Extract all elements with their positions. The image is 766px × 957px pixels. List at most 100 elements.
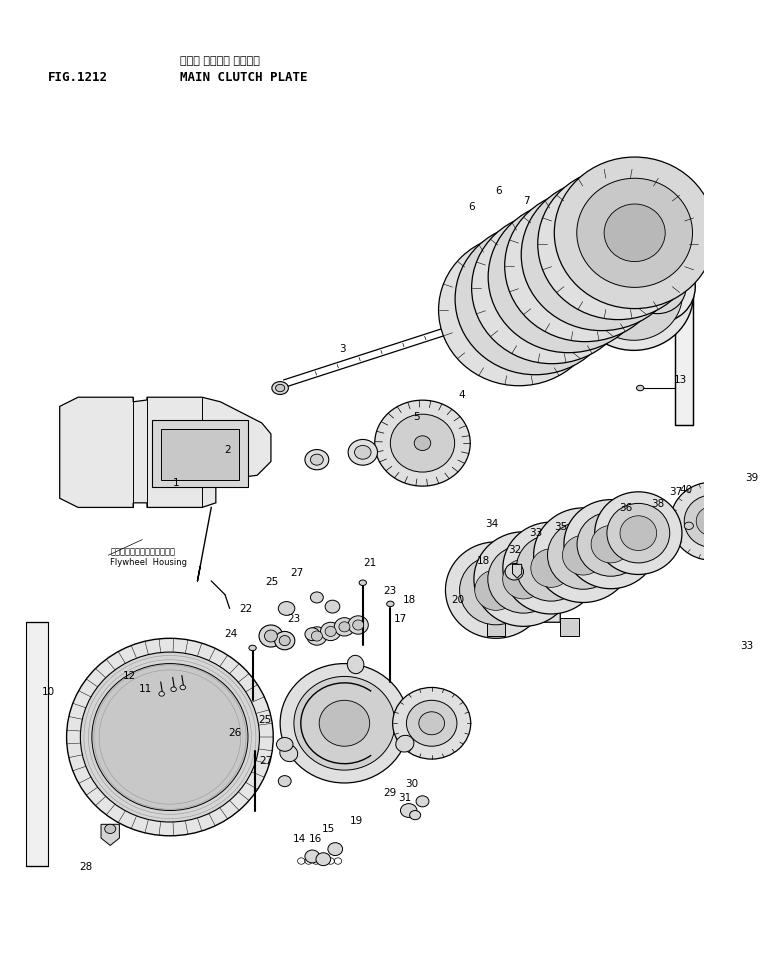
Ellipse shape xyxy=(585,249,683,341)
Text: 27: 27 xyxy=(290,568,303,578)
Ellipse shape xyxy=(620,251,696,323)
Text: 37: 37 xyxy=(669,487,683,497)
Polygon shape xyxy=(60,397,271,507)
Text: 11: 11 xyxy=(139,684,152,694)
Ellipse shape xyxy=(259,625,283,647)
Ellipse shape xyxy=(348,615,368,634)
Text: 6: 6 xyxy=(496,187,502,196)
Ellipse shape xyxy=(180,685,185,690)
Ellipse shape xyxy=(620,516,656,550)
Ellipse shape xyxy=(577,178,692,287)
Ellipse shape xyxy=(531,548,571,588)
Ellipse shape xyxy=(527,211,643,321)
Ellipse shape xyxy=(637,386,644,390)
Ellipse shape xyxy=(305,628,319,640)
Ellipse shape xyxy=(278,602,295,615)
Ellipse shape xyxy=(280,635,290,646)
Ellipse shape xyxy=(538,168,699,320)
Text: 20: 20 xyxy=(451,595,464,605)
Ellipse shape xyxy=(407,701,457,746)
Ellipse shape xyxy=(339,622,350,632)
Text: 19: 19 xyxy=(350,815,363,826)
Ellipse shape xyxy=(505,270,566,327)
Ellipse shape xyxy=(319,701,370,746)
Ellipse shape xyxy=(607,503,669,563)
Ellipse shape xyxy=(472,212,633,364)
Text: 12: 12 xyxy=(123,671,136,680)
Ellipse shape xyxy=(560,189,676,299)
Ellipse shape xyxy=(305,850,319,863)
Ellipse shape xyxy=(316,853,331,866)
Text: 15: 15 xyxy=(322,824,336,834)
Ellipse shape xyxy=(391,414,455,472)
Text: 14: 14 xyxy=(293,834,306,844)
Text: 10: 10 xyxy=(42,687,55,697)
Ellipse shape xyxy=(684,495,739,547)
Text: 3: 3 xyxy=(339,345,346,354)
Ellipse shape xyxy=(656,529,666,537)
Ellipse shape xyxy=(334,617,355,636)
Text: 23: 23 xyxy=(384,586,397,596)
Ellipse shape xyxy=(278,775,291,787)
Ellipse shape xyxy=(419,712,444,735)
Text: 32: 32 xyxy=(508,545,521,555)
Ellipse shape xyxy=(446,542,546,638)
Text: 34: 34 xyxy=(485,519,498,529)
Ellipse shape xyxy=(328,843,342,856)
Text: 25: 25 xyxy=(265,577,279,587)
Text: Flywheel  Housing: Flywheel Housing xyxy=(110,558,187,568)
Ellipse shape xyxy=(310,455,323,465)
Text: 1: 1 xyxy=(173,478,180,488)
Text: 29: 29 xyxy=(384,788,397,798)
Ellipse shape xyxy=(410,811,421,820)
Polygon shape xyxy=(675,186,693,425)
Ellipse shape xyxy=(534,508,633,603)
Ellipse shape xyxy=(544,200,660,309)
Text: 2: 2 xyxy=(224,446,231,456)
Ellipse shape xyxy=(564,500,658,589)
Ellipse shape xyxy=(311,631,322,641)
Ellipse shape xyxy=(629,260,686,314)
Text: 33: 33 xyxy=(740,641,753,651)
Text: 9: 9 xyxy=(633,164,640,173)
Ellipse shape xyxy=(387,601,394,607)
Ellipse shape xyxy=(574,238,693,350)
Ellipse shape xyxy=(325,627,336,636)
Ellipse shape xyxy=(591,525,630,563)
Ellipse shape xyxy=(594,492,682,574)
Ellipse shape xyxy=(548,522,619,590)
Text: 38: 38 xyxy=(651,499,664,509)
Ellipse shape xyxy=(696,506,728,536)
Ellipse shape xyxy=(277,738,293,751)
Text: 16: 16 xyxy=(309,834,322,844)
Polygon shape xyxy=(101,824,119,845)
Polygon shape xyxy=(560,617,578,636)
Ellipse shape xyxy=(521,179,682,330)
Text: MAIN CLUTCH PLATE: MAIN CLUTCH PLATE xyxy=(180,71,307,84)
Ellipse shape xyxy=(555,157,715,308)
Ellipse shape xyxy=(670,482,753,560)
Ellipse shape xyxy=(502,559,545,599)
Text: 21: 21 xyxy=(364,559,377,568)
Text: 31: 31 xyxy=(398,792,411,803)
Ellipse shape xyxy=(588,215,649,273)
Ellipse shape xyxy=(305,450,329,470)
Ellipse shape xyxy=(359,580,366,586)
Ellipse shape xyxy=(272,382,288,394)
Text: 6: 6 xyxy=(468,202,474,212)
Ellipse shape xyxy=(105,824,116,834)
Ellipse shape xyxy=(604,204,665,261)
Ellipse shape xyxy=(475,569,517,611)
Ellipse shape xyxy=(80,652,260,822)
Text: 30: 30 xyxy=(405,779,418,789)
Polygon shape xyxy=(152,420,248,487)
Ellipse shape xyxy=(571,226,632,283)
Ellipse shape xyxy=(396,735,414,752)
Ellipse shape xyxy=(275,632,295,650)
Ellipse shape xyxy=(505,564,523,580)
Text: 26: 26 xyxy=(228,728,242,739)
Text: 24: 24 xyxy=(224,629,237,639)
Text: FIG.1212: FIG.1212 xyxy=(47,71,108,84)
Ellipse shape xyxy=(67,638,273,835)
Text: 39: 39 xyxy=(745,473,758,483)
